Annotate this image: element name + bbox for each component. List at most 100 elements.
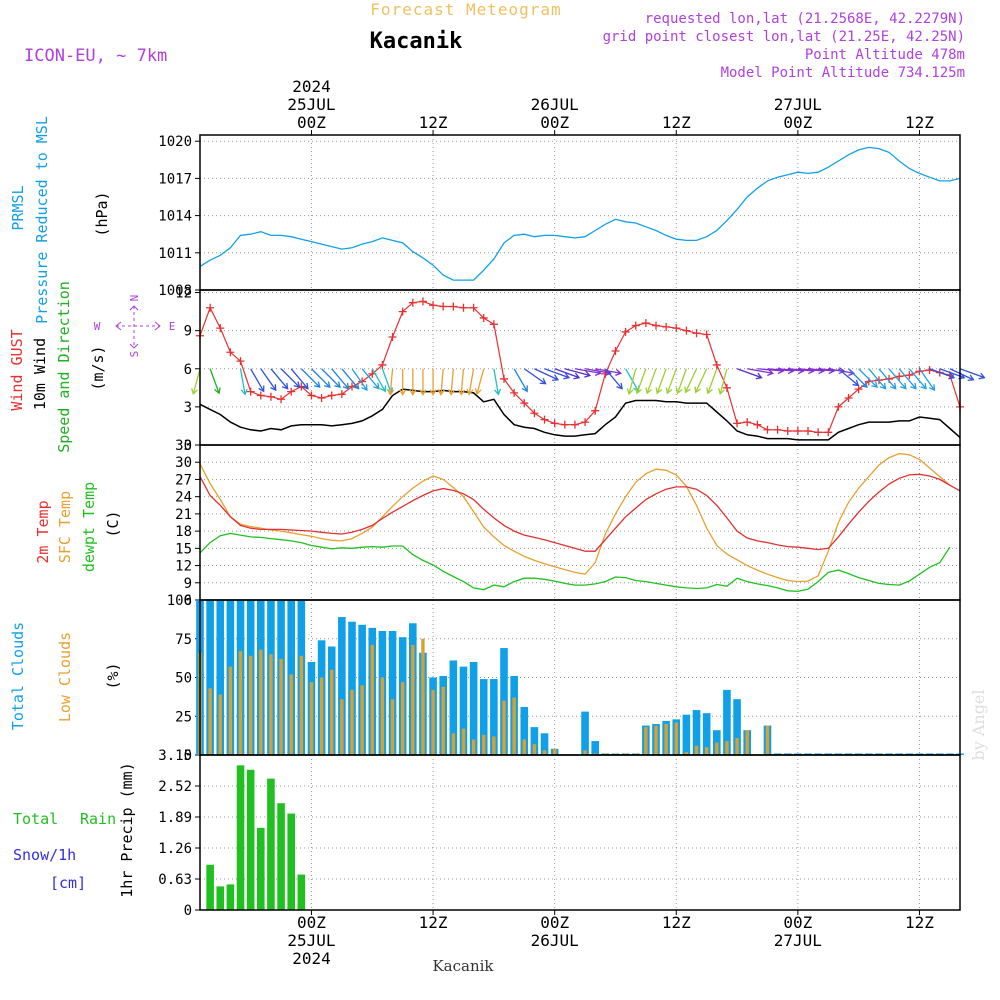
- low-cloud-bar: [370, 644, 374, 755]
- wind-arrow: [908, 368, 927, 390]
- total-cloud-bar: [915, 753, 924, 755]
- wind-arrow-head: [755, 372, 763, 380]
- gust-marker: [439, 302, 448, 311]
- low-cloud-bar: [279, 658, 283, 755]
- wind-arrow: [474, 368, 485, 396]
- wind-arrow-shaft: [554, 368, 580, 379]
- wind-arrow-shaft: [666, 368, 677, 394]
- total-cloud-bar: [459, 666, 468, 755]
- wind-arrow-shaft: [351, 368, 368, 391]
- gust-marker: [307, 391, 316, 400]
- gust-marker: [429, 301, 438, 310]
- wind-arrow: [290, 368, 309, 390]
- wind-arrow-shaft: [564, 368, 591, 377]
- wind-arrow-shaft: [636, 368, 647, 394]
- wind-arrow-head: [910, 382, 917, 390]
- total-cloud-bar: [479, 679, 488, 755]
- total-cloud-bar: [348, 621, 356, 755]
- gust-marker: [418, 297, 427, 306]
- total-cloud-bar: [875, 753, 883, 755]
- wind-arrow-shaft: [888, 368, 907, 390]
- ytick-label: 24: [175, 490, 192, 506]
- ytick-label: 50: [175, 671, 192, 687]
- wind-arrow-shaft: [646, 368, 657, 394]
- gust-marker: [348, 382, 356, 391]
- gust-marker: [469, 303, 478, 312]
- temp-unit: (C): [104, 510, 122, 537]
- ytick-label: 0.63: [158, 872, 192, 888]
- total-cloud-bar: [925, 753, 934, 755]
- wind-arrow: [209, 368, 221, 395]
- rain-bar: [246, 769, 255, 910]
- wind-arrow-head: [626, 388, 634, 396]
- wind-arrow-shaft: [534, 368, 559, 381]
- total-cloud-bar: [733, 699, 741, 755]
- total-cloud-bar: [804, 753, 812, 755]
- wind-arrow-shaft: [260, 368, 277, 391]
- wind-arrow-head: [563, 372, 571, 380]
- bottom-time-label: 12Z: [662, 913, 691, 932]
- compass-n: N: [128, 295, 141, 302]
- gust-marker: [641, 319, 650, 328]
- ytick-label: 27: [175, 472, 192, 488]
- precip-snow-label: Snow/1h: [13, 846, 76, 864]
- gust-marker: [743, 418, 752, 427]
- ytick-label: 3.15: [158, 748, 192, 764]
- wind-arrow-head: [928, 384, 936, 392]
- low-cloud-bar: [623, 753, 628, 755]
- wind-arrow-shaft: [604, 368, 623, 390]
- gust-marker: [712, 360, 721, 369]
- wind-arrow-shaft: [848, 368, 868, 388]
- prmsl-label: PRMSL: [9, 185, 27, 230]
- total-cloud-bar: [469, 662, 478, 755]
- wind-arrow-shaft: [757, 368, 784, 372]
- wind-arrow: [878, 368, 897, 390]
- rain-bar: [297, 874, 306, 910]
- gust-marker: [408, 298, 417, 307]
- wind-arrow-shaft: [300, 368, 321, 388]
- low-cloud-bar: [421, 638, 425, 755]
- wind-arrow: [331, 368, 350, 390]
- wind-arrow: [437, 368, 445, 396]
- gust-marker: [256, 391, 265, 400]
- low-cloud-bar: [684, 751, 689, 755]
- low-cloud-bar: [613, 753, 618, 755]
- gust-marker: [337, 390, 346, 399]
- wind-arrow-shaft: [311, 368, 331, 388]
- wind-arrow-head: [852, 379, 860, 387]
- gust-marker: [591, 406, 600, 415]
- ytick-label: 25: [175, 709, 192, 725]
- total-cloud-bar: [530, 727, 539, 755]
- gust-marker: [804, 427, 812, 436]
- gust-marker: [844, 393, 853, 402]
- total-cloud-bar: [905, 753, 914, 755]
- wind-arrow-shaft: [929, 368, 955, 379]
- info-line-3: Point Altitude 478m: [805, 47, 965, 63]
- low-cloud-bar: [674, 722, 678, 755]
- wind-arrow-head: [675, 387, 683, 395]
- wind-arrow-shaft: [949, 368, 974, 381]
- wind-arrow-head: [313, 381, 321, 389]
- wind-arrow-shaft: [321, 368, 341, 388]
- gust-marker: [621, 327, 630, 336]
- precip-rain-label: Rain: [80, 810, 116, 828]
- total-cloud-bar: [216, 600, 225, 755]
- wind-arrow-shaft: [493, 368, 500, 395]
- total-cloud-bar: [682, 714, 691, 755]
- wind-arrow-head: [240, 388, 248, 396]
- wind-arrow: [684, 368, 698, 394]
- wind-arrow-head: [293, 381, 301, 389]
- wind-arrow-shaft: [868, 368, 887, 390]
- ytick-label: 6: [184, 593, 192, 609]
- bottom-time-label: 00Z: [297, 913, 326, 932]
- wind-arrow-head: [948, 372, 956, 380]
- dewpt-line: [199, 532, 951, 593]
- wind-arrow-head: [616, 382, 623, 390]
- wind-arrow: [399, 368, 407, 397]
- wind-arrow-head: [387, 389, 395, 396]
- total-cloud-bar: [388, 631, 397, 755]
- gust-marker: [814, 428, 823, 437]
- total-cloud-bar: [490, 679, 498, 755]
- wind-arrow-head: [447, 389, 456, 396]
